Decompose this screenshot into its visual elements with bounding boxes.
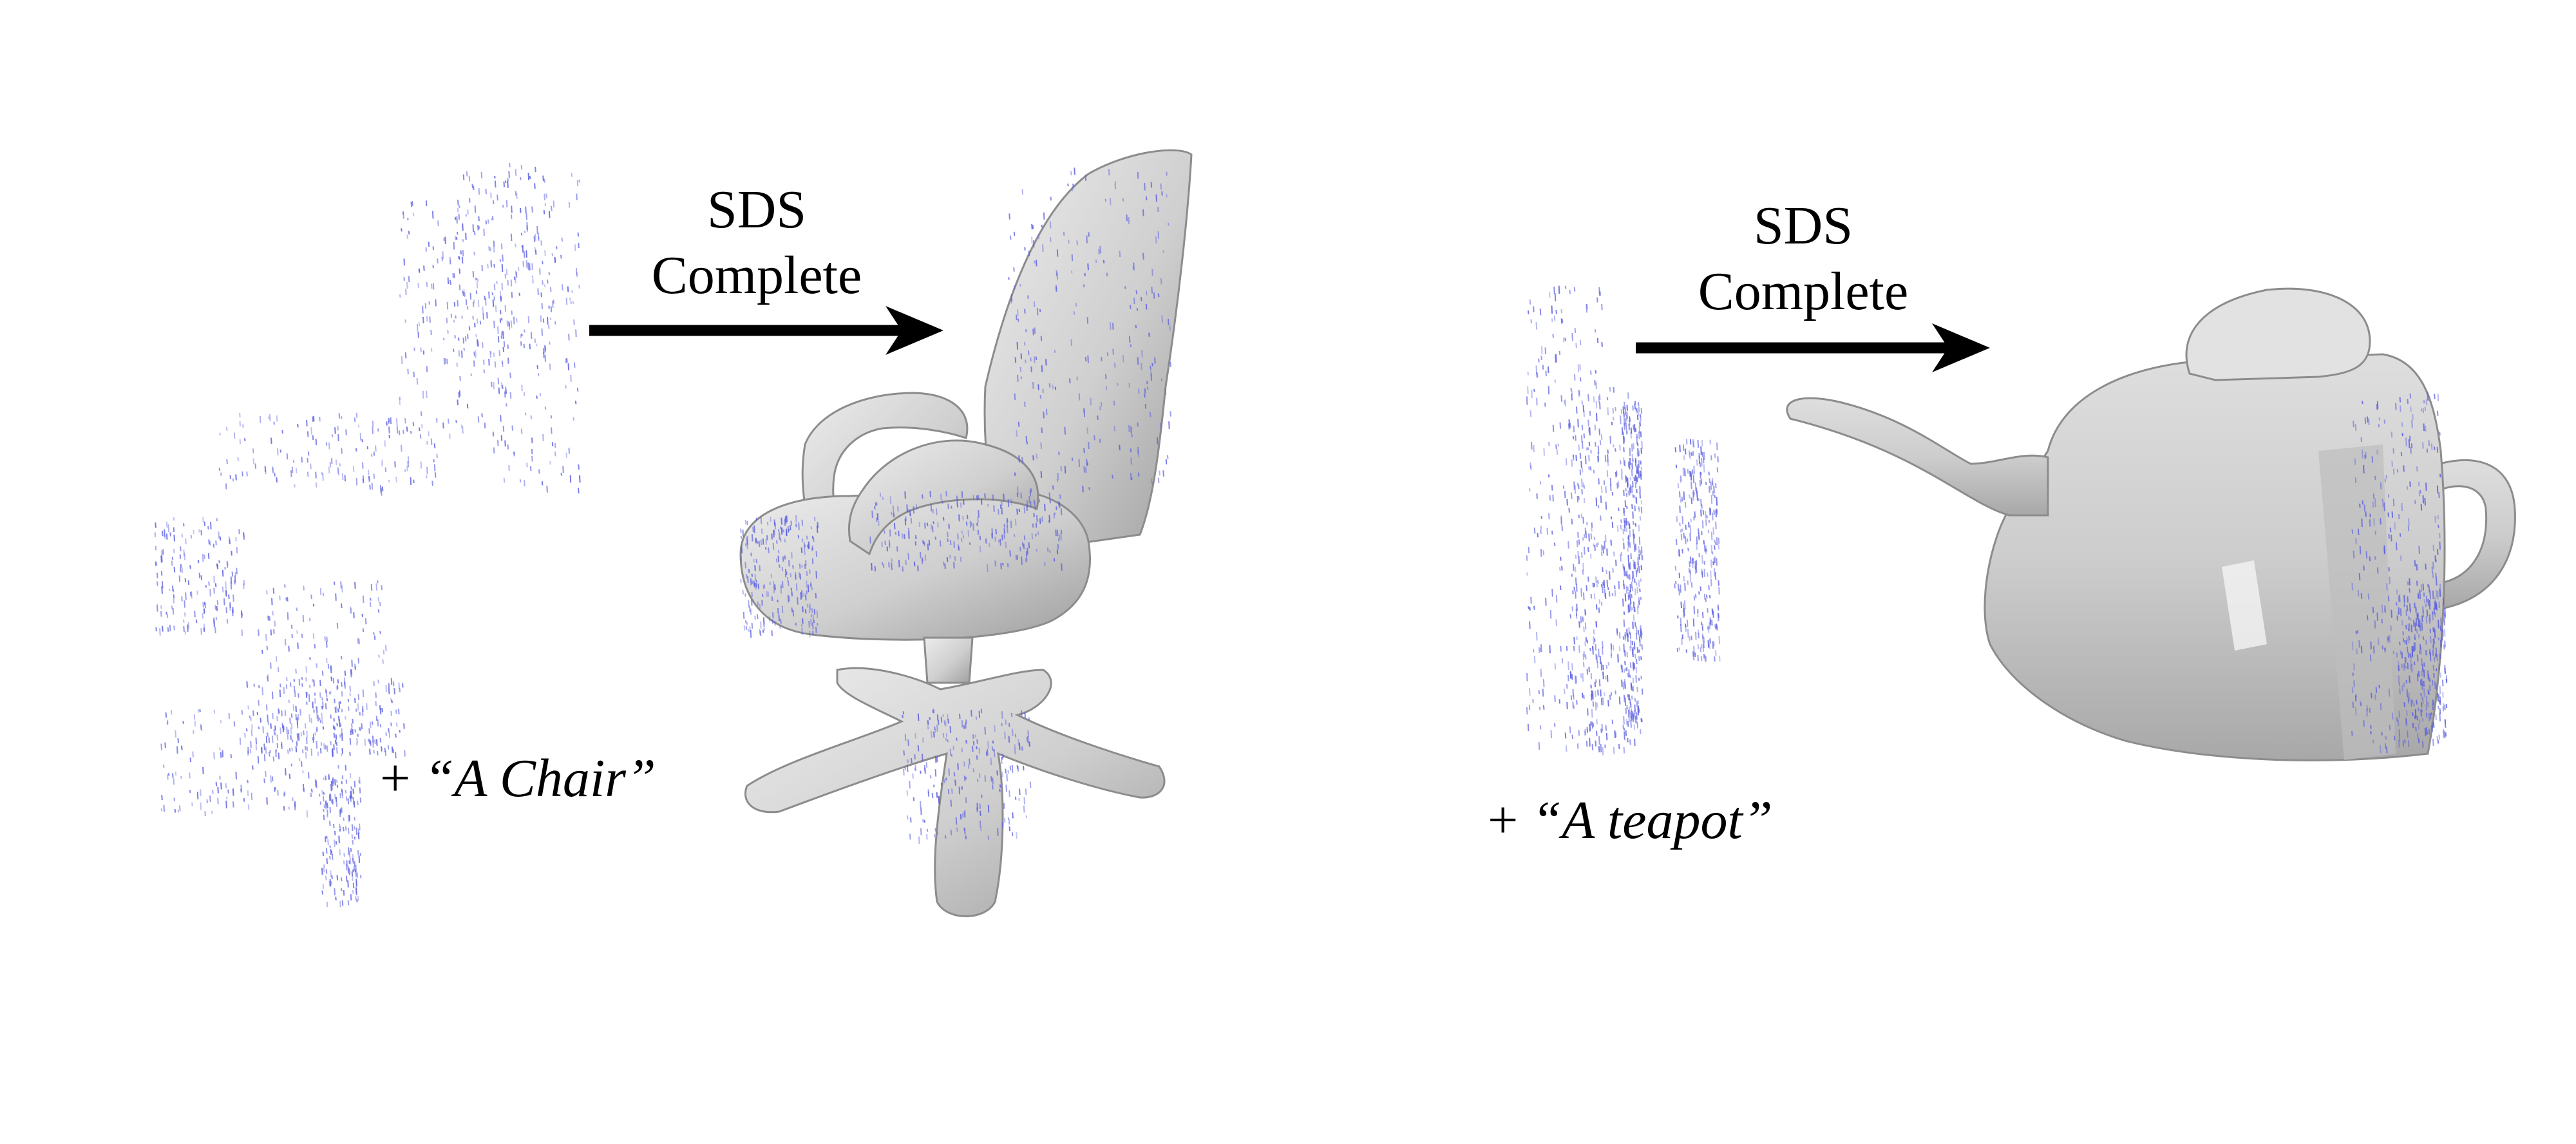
arrow-label-line1: SDS [1753,196,1853,256]
teapot-text-prompt: + “A teapot” [1488,789,1773,852]
teapot-partial-point-cloud [1526,285,1721,756]
chair-completed-mesh [739,149,1193,917]
prompt-plus: + [1488,790,1519,850]
chair-partial-point-cloud [154,162,581,908]
prompt-text: “A Chair” [424,748,656,808]
arrow-label-line2: Complete [1698,262,1909,321]
arrow-label-sds-complete-2: SDS Complete [1681,193,1926,325]
teapot-completed-mesh [1786,287,2516,761]
sds-arrow-1 [589,306,943,355]
sds-arrow-2 [1636,323,1990,372]
arrow-label-line2: Complete [651,245,862,305]
arrow-label-sds-complete-1: SDS Complete [634,177,879,309]
chair-text-prompt: + “A Chair” [380,747,656,810]
chair-mesh-overlay-points [740,167,1171,844]
prompt-plus: + [380,748,411,808]
arrow-label-line1: SDS [706,180,807,240]
teapot-mesh-overlay-points [2351,392,2448,754]
prompt-text: “A teapot” [1531,790,1773,850]
